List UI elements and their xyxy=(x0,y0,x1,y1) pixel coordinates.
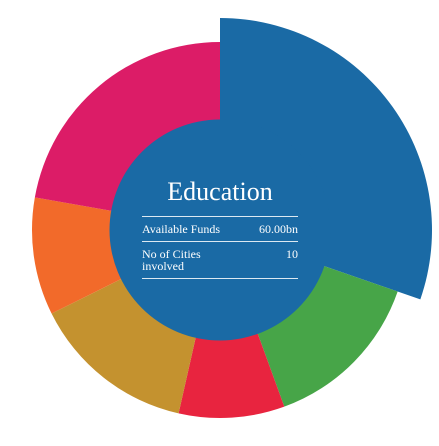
info-value: 10 xyxy=(286,247,298,261)
info-row: Available Funds 60.00bn xyxy=(142,216,298,241)
slice xyxy=(178,333,285,418)
slice xyxy=(51,278,196,414)
slice xyxy=(31,197,122,314)
center-disc xyxy=(109,119,331,341)
info-label: Available Funds xyxy=(142,222,221,236)
center-title: Education xyxy=(167,177,273,206)
slice xyxy=(34,42,221,211)
slice xyxy=(257,265,398,407)
slice xyxy=(220,18,432,300)
info-value: 60.00bn xyxy=(259,222,298,236)
info-row: No of Cities involved 10 xyxy=(142,241,298,279)
info-label: No of Cities involved xyxy=(142,247,201,273)
center-panel: Education Available Funds 60.00bn No of Ci… xyxy=(142,172,298,279)
